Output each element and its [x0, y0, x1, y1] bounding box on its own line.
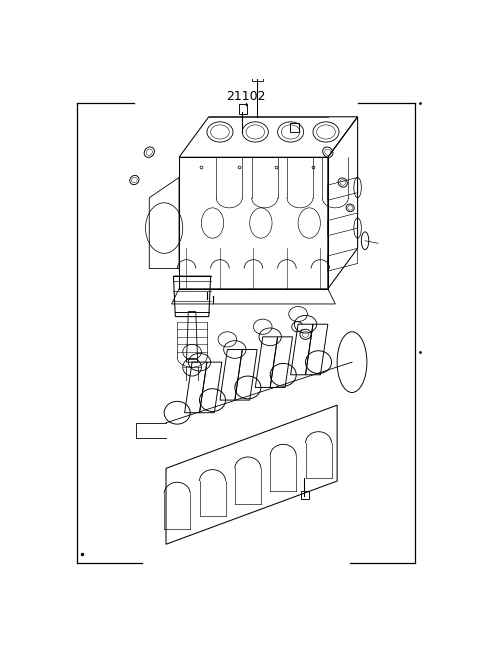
- Text: 21102: 21102: [226, 89, 266, 102]
